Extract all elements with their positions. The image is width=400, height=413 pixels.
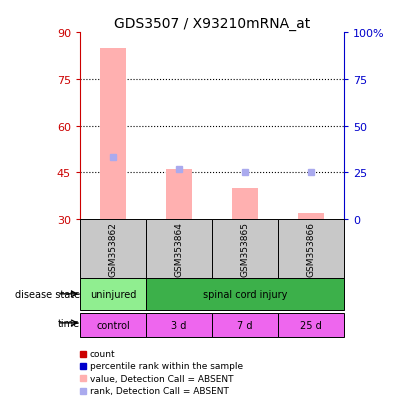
Text: GSM353864: GSM353864 — [174, 221, 184, 276]
Text: percentile rank within the sample: percentile rank within the sample — [90, 361, 243, 370]
Text: GSM353865: GSM353865 — [240, 221, 250, 276]
Text: value, Detection Call = ABSENT: value, Detection Call = ABSENT — [90, 374, 234, 383]
Text: count: count — [90, 349, 116, 358]
Bar — [80, 278, 146, 310]
Bar — [212, 313, 278, 338]
Text: GSM353862: GSM353862 — [108, 221, 118, 276]
Text: 3 d: 3 d — [171, 320, 187, 330]
Bar — [80, 313, 146, 338]
Bar — [278, 313, 344, 338]
Text: time: time — [58, 318, 80, 328]
Bar — [298, 214, 324, 220]
Title: GDS3507 / X93210mRNA_at: GDS3507 / X93210mRNA_at — [114, 17, 310, 31]
Text: 7 d: 7 d — [237, 320, 253, 330]
Bar — [146, 278, 344, 310]
Bar — [232, 189, 258, 220]
Text: spinal cord injury: spinal cord injury — [203, 289, 287, 299]
Text: 25 d: 25 d — [300, 320, 322, 330]
Bar — [212, 220, 278, 278]
Bar — [100, 49, 126, 220]
Bar — [80, 220, 146, 278]
Text: rank, Detection Call = ABSENT: rank, Detection Call = ABSENT — [90, 386, 229, 395]
Text: disease state: disease state — [15, 289, 80, 299]
Text: GSM353866: GSM353866 — [306, 221, 316, 276]
Bar — [146, 220, 212, 278]
Bar — [166, 170, 192, 220]
Bar — [278, 220, 344, 278]
Text: control: control — [96, 320, 130, 330]
Bar — [146, 313, 212, 338]
Text: uninjured: uninjured — [90, 289, 136, 299]
